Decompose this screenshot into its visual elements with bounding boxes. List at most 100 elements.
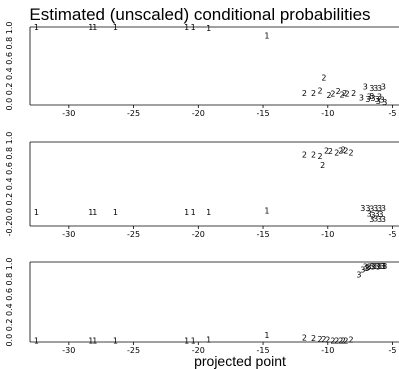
data-point-class-1: 1 bbox=[92, 336, 97, 345]
data-point-class-3: 3 bbox=[359, 93, 364, 102]
data-point-class-2: 2 bbox=[325, 336, 330, 345]
data-point-class-3: 3 bbox=[378, 210, 383, 219]
data-point-class-1: 1 bbox=[113, 208, 118, 217]
x-tick-label: -20 bbox=[192, 346, 205, 355]
data-point-class-3: 3 bbox=[364, 264, 369, 273]
x-tick-label: -5 bbox=[389, 109, 397, 118]
data-point-class-2: 2 bbox=[334, 336, 339, 345]
data-point-class-2: 2 bbox=[311, 89, 316, 98]
data-point-class-1: 1 bbox=[206, 208, 211, 217]
data-point-class-3: 3 bbox=[374, 262, 379, 271]
data-point-class-2: 2 bbox=[341, 146, 346, 155]
data-point-class-3: 3 bbox=[380, 96, 385, 105]
data-point-class-3: 3 bbox=[369, 205, 374, 214]
data-point-class-3: 3 bbox=[371, 94, 376, 103]
data-point-class-1: 1 bbox=[113, 336, 118, 345]
x-tick-label: -15 bbox=[257, 346, 270, 355]
data-point-class-1: 1 bbox=[184, 336, 189, 345]
data-point-class-1: 1 bbox=[113, 23, 118, 32]
data-point-class-2: 2 bbox=[324, 146, 329, 155]
data-point-class-2: 2 bbox=[321, 335, 326, 344]
data-point-class-1: 1 bbox=[184, 208, 189, 217]
data-point-class-3: 3 bbox=[382, 98, 387, 107]
data-point-class-2: 2 bbox=[302, 333, 307, 342]
data-point-class-2: 2 bbox=[338, 336, 343, 345]
data-point-class-1: 1 bbox=[191, 208, 196, 217]
x-tick-label: -15 bbox=[257, 230, 270, 239]
data-point-class-3: 3 bbox=[372, 262, 377, 271]
data-point-class-1: 1 bbox=[184, 23, 189, 32]
x-tick-label: -20 bbox=[192, 230, 205, 239]
data-point-class-2: 2 bbox=[339, 90, 344, 99]
data-point-class-3: 3 bbox=[369, 262, 374, 271]
data-point-class-3: 3 bbox=[377, 84, 382, 93]
x-tick-label: -25 bbox=[127, 230, 140, 239]
data-point-class-1: 1 bbox=[34, 23, 39, 32]
data-point-class-2: 2 bbox=[345, 90, 350, 99]
x-tick-label: -30 bbox=[62, 109, 75, 118]
x-tick-label: -25 bbox=[127, 346, 140, 355]
x-tick-label: -5 bbox=[389, 230, 397, 239]
data-point-class-3: 3 bbox=[369, 92, 374, 101]
data-point-class-2: 2 bbox=[311, 334, 316, 343]
data-point-class-2: 2 bbox=[302, 151, 307, 160]
data-point-class-2: 2 bbox=[311, 151, 316, 160]
x-tick-label: -30 bbox=[62, 346, 75, 355]
data-point-class-2: 2 bbox=[302, 89, 307, 98]
data-point-class-1: 1 bbox=[206, 336, 211, 345]
data-point-class-3: 3 bbox=[360, 204, 365, 213]
data-point-class-1: 1 bbox=[34, 336, 39, 345]
panel-1: -30 -25 -20 -15 -10 -5 0.0 0.2 0.4 0.6 0.8 1.0… bbox=[5, 21, 399, 118]
data-point-class-2: 2 bbox=[317, 152, 322, 161]
data-point-class-3: 3 bbox=[377, 215, 382, 224]
data-point-class-1: 1 bbox=[88, 208, 93, 217]
data-point-class-3: 3 bbox=[356, 270, 361, 279]
data-point-class-1: 1 bbox=[92, 23, 97, 32]
data-point-class-3: 3 bbox=[377, 93, 382, 102]
data-point-class-3: 3 bbox=[365, 95, 370, 104]
panel-3: -30 -25 -20 -15 -10 -5 0.0 0.2 0.4 0.6 0.8 1.0… bbox=[5, 257, 399, 355]
data-point-class-1: 1 bbox=[88, 23, 93, 32]
data-point-class-1: 1 bbox=[264, 207, 269, 216]
y-tick-labels: 0.0 0.2 0.4 0.6 0.8 1.0 bbox=[5, 21, 14, 110]
data-point-class-1: 1 bbox=[88, 336, 93, 345]
data-point-class-1: 1 bbox=[191, 23, 196, 32]
data-point-class-2: 2 bbox=[317, 335, 322, 344]
data-point-class-3: 3 bbox=[363, 263, 368, 272]
data-point-class-3: 3 bbox=[365, 263, 370, 272]
data-point-class-3: 3 bbox=[381, 204, 386, 213]
data-point-class-2: 2 bbox=[351, 89, 356, 98]
x-tick-label: -30 bbox=[62, 230, 75, 239]
data-point-class-3: 3 bbox=[369, 215, 374, 224]
data-point-class-2: 2 bbox=[349, 149, 354, 158]
data-point-class-1: 1 bbox=[264, 331, 269, 340]
data-point-class-3: 3 bbox=[365, 204, 370, 213]
data-point-class-1: 1 bbox=[34, 208, 39, 217]
data-point-class-3: 3 bbox=[367, 93, 372, 102]
x-tick-label: -10 bbox=[321, 346, 334, 355]
data-point-class-2: 2 bbox=[349, 336, 354, 345]
x-tick-label: -15 bbox=[257, 109, 270, 118]
data-point-class-2: 2 bbox=[341, 336, 346, 345]
x-tick-label: -5 bbox=[389, 346, 397, 355]
data-point-class-2: 2 bbox=[334, 149, 339, 158]
data-point-class-3: 3 bbox=[381, 83, 386, 92]
y-tick-labels: 0.0 0.2 0.4 0.6 0.8 1.0 bbox=[5, 257, 14, 346]
data-point-class-3: 3 bbox=[381, 215, 386, 224]
data-point-class-3: 3 bbox=[373, 84, 378, 93]
x-tick-label: -20 bbox=[192, 109, 205, 118]
data-point-class-3: 3 bbox=[373, 204, 378, 213]
data-point-class-3: 3 bbox=[380, 262, 385, 271]
data-point-class-3: 3 bbox=[374, 95, 379, 104]
data-point-class-3: 3 bbox=[369, 84, 374, 93]
data-point-class-3: 3 bbox=[363, 83, 368, 92]
data-point-class-3: 3 bbox=[381, 262, 386, 271]
panel-2: -30 -25 -20 -15 -10 -5 -0.20.0 0.2 0.4 0.6 0.8… bbox=[5, 132, 399, 239]
data-point-class-2: 2 bbox=[342, 89, 347, 98]
y-tick-labels: -0.20.0 0.2 0.4 0.6 0.8 1.0 bbox=[5, 132, 14, 237]
data-point-class-3: 3 bbox=[367, 263, 372, 272]
data-point-class-1: 1 bbox=[206, 24, 211, 33]
data-point-class-2: 2 bbox=[328, 147, 333, 156]
data-point-class-2: 2 bbox=[317, 86, 322, 95]
chart-title: Estimated (unscaled) conditional probabi… bbox=[29, 5, 370, 24]
